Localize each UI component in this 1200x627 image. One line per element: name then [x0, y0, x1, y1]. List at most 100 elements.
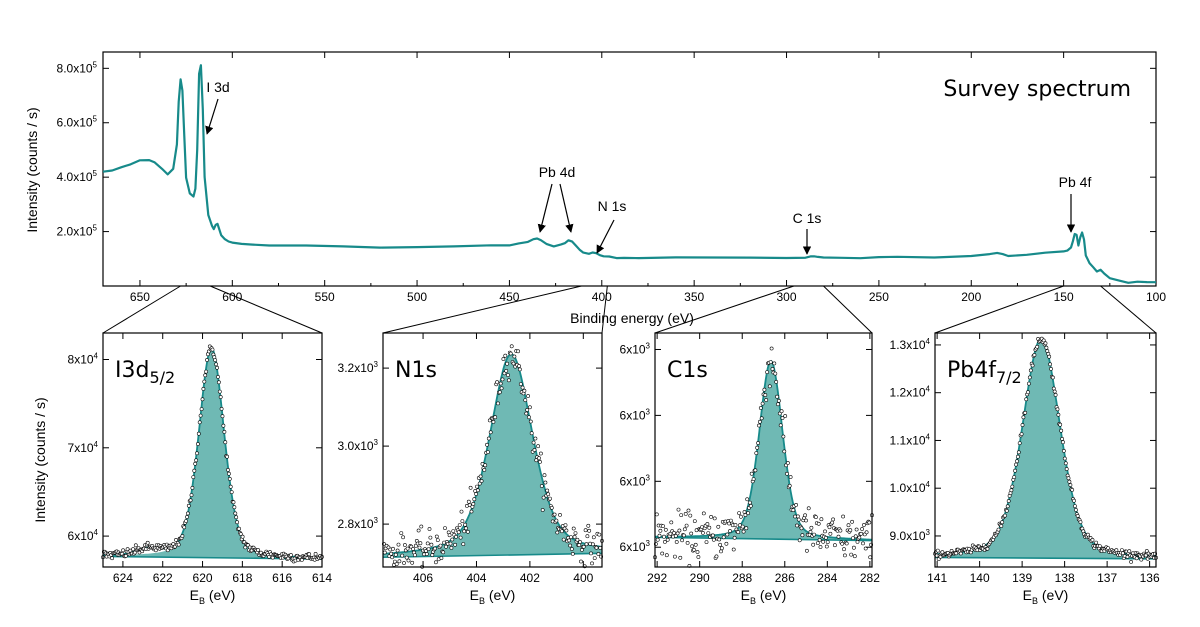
n1s-data-point: [401, 535, 406, 540]
c1s-data-point: [718, 542, 723, 547]
pb4f-data-point: [1047, 354, 1052, 359]
c1s-data-point: [684, 523, 689, 528]
i3d-data-point: [194, 458, 199, 463]
c1s-data-point: [861, 541, 865, 546]
n1s-title-main: N1s: [395, 358, 437, 383]
survey-xtick-label: 400: [592, 290, 612, 304]
c1s-data-point: [776, 402, 780, 407]
c1s-xlabel-unit: (eV): [756, 587, 786, 603]
n1s-data-point: [592, 556, 597, 561]
pb4f-ytick-label-exponent: 4: [926, 480, 931, 489]
c1s-data-point: [758, 419, 762, 424]
c1s-data-point: [721, 535, 726, 540]
n1s-data-point: [460, 519, 465, 524]
c1s-data-point: [716, 524, 721, 529]
i3d-data-point: [228, 484, 233, 489]
n1s-data-point: [506, 378, 511, 383]
n1s-data-point: [568, 543, 573, 548]
c1s-data-point: [733, 523, 738, 527]
n1s-data-point: [404, 555, 409, 560]
pb4f-ytick-label-exponent: 4: [926, 385, 931, 394]
n1s-data-point: [549, 505, 554, 510]
n1s-data-point: [495, 380, 500, 385]
n1s-ytick-label-mantissa: 2.8x10: [338, 517, 374, 531]
c1s-data-point: [749, 471, 754, 476]
i3d-data-point: [216, 374, 220, 379]
i3d-xtick-label: 616: [272, 571, 292, 585]
c1s-data-point: [655, 537, 660, 542]
c1s-data-point: [775, 394, 780, 399]
n1s-data-point: [548, 496, 552, 501]
c1s-data-point: [709, 515, 714, 519]
n1s-data-point: [543, 480, 548, 485]
pb4f-data-point: [1012, 475, 1017, 480]
i3d-data-point: [237, 526, 241, 531]
n1s-data-point: [428, 535, 433, 540]
c1s-ytick-label: 6x103: [620, 539, 651, 554]
n1s-data-point: [552, 512, 557, 517]
zoom-connector-left: [934, 285, 1064, 334]
n1s-xlabel: EB (eV): [470, 587, 516, 606]
n1s-data-point: [526, 394, 531, 398]
c1s-data-point: [675, 531, 680, 536]
i3d-xtick-label: 624: [113, 571, 133, 585]
pb4f-ytick-label: 1.1x104: [890, 432, 931, 447]
n1s-data-point: [508, 351, 513, 356]
n1s-data-point: [496, 401, 500, 406]
survey-plot-frame: [102, 51, 1157, 287]
pb4f-data-point: [1017, 441, 1022, 446]
c1s-data-point: [696, 555, 701, 559]
i3d-data-point: [198, 413, 203, 418]
n1s-data-point: [439, 556, 444, 561]
n1s-data-point: [419, 524, 424, 529]
survey-xtick-label: 550: [315, 290, 335, 304]
c1s-data-point: [745, 497, 750, 502]
c1s-data-point: [838, 528, 843, 533]
pb4f-plot-frame: [934, 332, 1157, 568]
c1s-data-point: [719, 549, 723, 554]
n1s-data-point: [577, 543, 582, 548]
i3d-data-point: [238, 532, 243, 536]
c1s-data-point: [759, 416, 764, 421]
i3d-data-point: [220, 414, 225, 419]
i3d-data-point: [132, 550, 137, 555]
i3d-ytick-label-exponent: 4: [94, 440, 99, 449]
i3d-data-point: [190, 485, 195, 490]
zoom-connector-right: [1100, 285, 1157, 334]
i3d-data-point: [195, 451, 199, 456]
c1s-data-point: [772, 361, 777, 366]
pb4f-title-subscript: 7/2: [996, 368, 1022, 387]
pb4f-data-point: [1020, 423, 1025, 427]
c1s-data-point: [824, 535, 828, 540]
i3d-data-point: [201, 386, 206, 391]
c1s-data-point: [800, 533, 805, 538]
n1s-data-point: [429, 542, 434, 547]
n1s-data-point: [570, 547, 574, 551]
c1s-data-point: [682, 527, 687, 532]
n1s-data-point: [590, 561, 594, 566]
n1s-data-point: [598, 546, 603, 550]
n1s-data-point: [454, 534, 458, 539]
n1s-data-point: [583, 528, 588, 533]
survey-ytick-label-mantissa: 8.0x10: [57, 61, 93, 75]
c1s-data-point: [867, 520, 872, 525]
n1s-data-point: [539, 484, 544, 488]
n1s-data-point: [558, 513, 562, 517]
i3d-data-point: [289, 553, 293, 557]
c1s-data-point: [791, 508, 796, 513]
i3d-data-point: [216, 380, 221, 385]
c1s-data-point: [760, 401, 765, 406]
n1s-data-point: [441, 550, 446, 555]
n1s-xlabel-unit: (eV): [485, 587, 515, 603]
n1s-ytick-label: 3.2x103: [338, 360, 379, 375]
n1s-data-point: [532, 448, 537, 452]
pb4f-data-point: [1059, 428, 1064, 433]
c1s-ytick-label-exponent: 3: [646, 407, 651, 416]
c1s-data-point: [707, 525, 712, 530]
c1s-data-point: [803, 513, 808, 518]
pb4f-baseline: [934, 556, 1157, 560]
n1s-data-point: [444, 544, 448, 549]
pb4f-data-point: [1058, 422, 1063, 427]
i3d-title: I3d5/2: [115, 358, 175, 387]
pb4f-data-point: [1013, 468, 1018, 473]
